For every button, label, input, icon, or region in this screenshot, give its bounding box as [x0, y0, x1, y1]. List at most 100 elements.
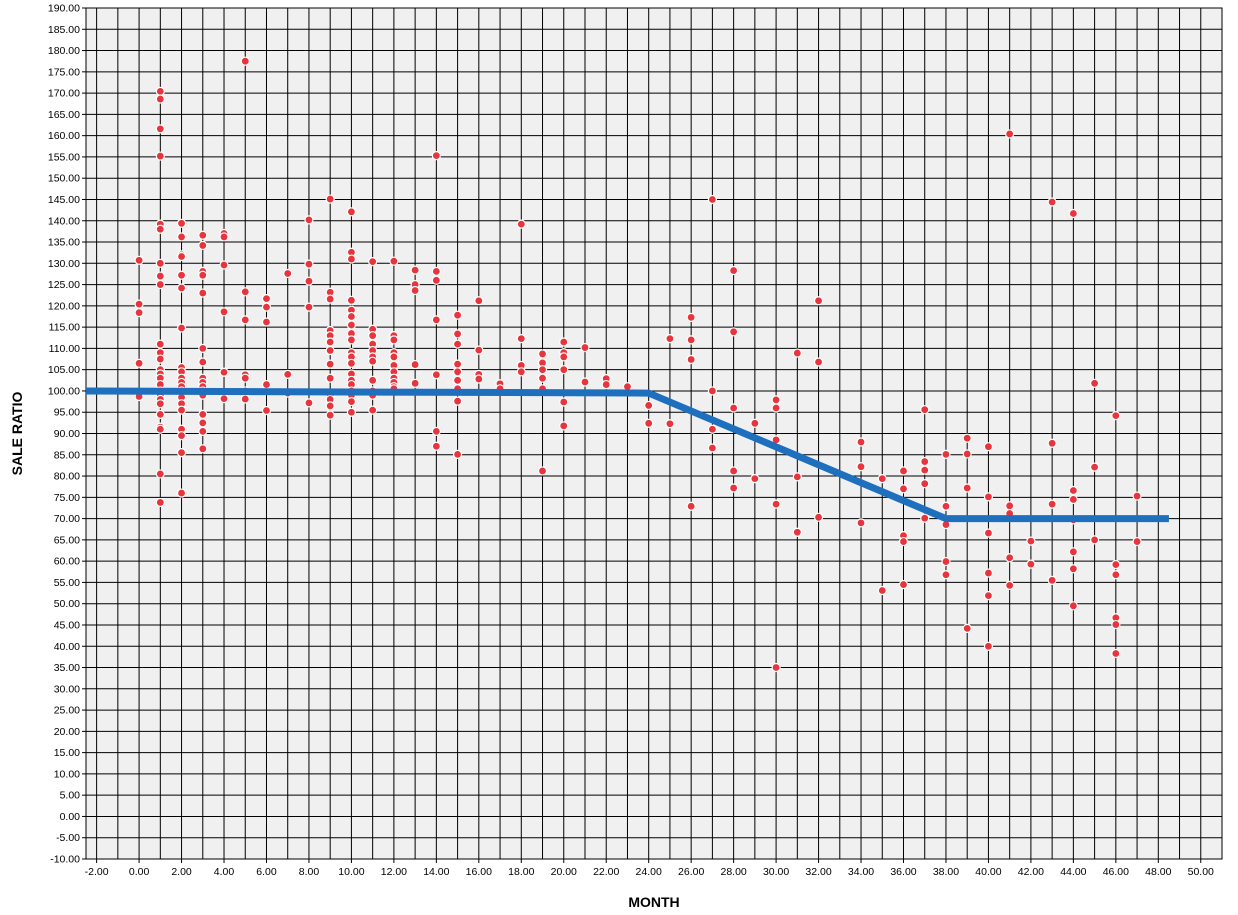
data-point: [155, 124, 165, 134]
y-tick-label: 170.00: [48, 88, 80, 100]
data-point: [962, 449, 972, 459]
data-point: [962, 433, 972, 443]
data-point: [729, 265, 739, 276]
data-point: [346, 407, 357, 417]
x-tick-label: 42.00: [1018, 866, 1044, 878]
data-point: [176, 488, 187, 498]
y-tick-label: 60.00: [54, 556, 80, 568]
data-point: [431, 370, 441, 380]
data-point: [155, 497, 165, 508]
data-point: [283, 268, 293, 279]
x-tick-label: 48.00: [1145, 866, 1171, 878]
data-point: [155, 94, 165, 104]
data-point: [219, 232, 229, 242]
y-tick-label: 100.00: [48, 385, 80, 397]
y-tick-label: 25.00: [54, 705, 80, 717]
data-point: [941, 556, 951, 567]
data-point: [452, 329, 463, 339]
y-tick-label: -10.00: [50, 854, 80, 866]
data-point: [368, 356, 378, 366]
data-point: [813, 296, 824, 306]
x-tick-label: 26.00: [678, 866, 704, 878]
x-tick-label: 38.00: [933, 866, 959, 878]
data-point: [389, 335, 399, 345]
data-point: [155, 469, 165, 479]
data-point: [1047, 499, 1057, 509]
data-point: [792, 527, 802, 537]
data-point: [877, 474, 887, 484]
y-tick-label: 0.00: [60, 811, 81, 823]
data-point: [729, 327, 739, 337]
data-point: [1089, 535, 1100, 545]
data-point: [176, 405, 187, 415]
data-point: [261, 405, 272, 416]
x-tick-label: 6.00: [256, 866, 277, 878]
data-point: [1047, 438, 1057, 448]
y-axis-title: SALE RATIO: [9, 392, 25, 476]
data-point: [240, 394, 250, 404]
data-point: [134, 299, 144, 309]
data-point: [856, 518, 866, 528]
data-point: [792, 348, 802, 358]
data-point: [601, 379, 611, 390]
data-point: [176, 323, 187, 333]
data-point: [537, 349, 548, 359]
data-point: [155, 424, 165, 434]
data-point: [856, 437, 866, 447]
data-point: [198, 409, 208, 419]
data-point: [898, 466, 909, 476]
data-point: [261, 379, 272, 390]
data-point: [155, 399, 165, 409]
data-point: [686, 501, 696, 511]
y-tick-label: 85.00: [54, 449, 80, 461]
data-point: [346, 207, 357, 217]
data-point: [431, 315, 441, 325]
data-point: [452, 310, 463, 320]
data-point: [219, 307, 229, 317]
data-point: [1111, 619, 1121, 630]
data-point: [176, 251, 187, 262]
x-tick-label: 2.00: [171, 866, 192, 878]
y-tick-label: 90.00: [54, 428, 80, 440]
data-point: [983, 568, 994, 578]
data-point: [1068, 564, 1078, 574]
data-point: [219, 367, 229, 377]
data-point: [240, 56, 250, 66]
data-point: [410, 265, 420, 275]
data-point: [516, 334, 526, 344]
x-tick-label: 46.00: [1103, 866, 1129, 878]
data-point: [1005, 129, 1015, 139]
data-point: [346, 311, 357, 322]
data-point: [1132, 536, 1142, 547]
y-tick-label: 125.00: [48, 279, 80, 291]
data-point: [1005, 501, 1015, 511]
x-tick-label: 10.00: [338, 866, 364, 878]
data-point: [729, 466, 739, 476]
x-tick-label: 8.00: [299, 866, 320, 878]
y-tick-label: 130.00: [48, 258, 80, 270]
data-point: [898, 484, 909, 494]
data-point: [941, 570, 951, 580]
data-point: [325, 345, 335, 356]
y-tick-label: 120.00: [48, 300, 80, 312]
data-point: [516, 367, 526, 377]
data-point: [729, 483, 739, 493]
data-point: [707, 424, 717, 434]
x-tick-label: 16.00: [466, 866, 492, 878]
data-point: [431, 441, 441, 451]
data-point: [941, 449, 951, 459]
data-point: [1068, 208, 1078, 219]
data-point: [452, 339, 463, 349]
data-point: [580, 377, 590, 387]
data-point: [198, 426, 208, 436]
data-point: [155, 409, 165, 419]
data-point: [240, 373, 250, 383]
data-point: [559, 337, 569, 347]
data-point: [176, 448, 187, 458]
data-point: [155, 151, 165, 161]
data-point: [431, 151, 441, 161]
data-point: [1068, 601, 1078, 611]
data-point: [707, 386, 717, 396]
data-point: [176, 431, 187, 441]
data-point: [176, 270, 187, 280]
